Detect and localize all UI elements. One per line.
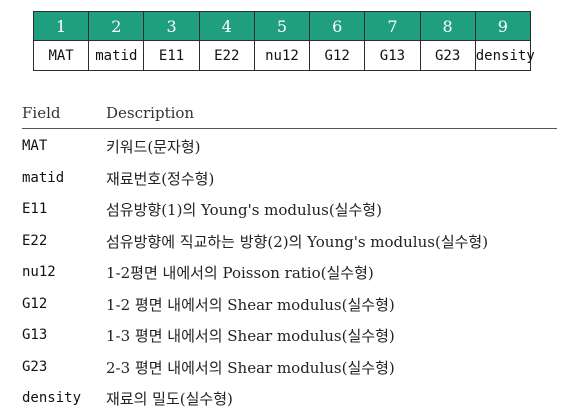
field-number-cell: 8 — [419, 11, 476, 41]
field-number-cell: 7 — [364, 11, 421, 41]
field-description: 재료번호(정수형) — [106, 169, 215, 188]
field-name: MAT — [22, 138, 48, 154]
field-description: 재료의 밀도(실수형) — [106, 390, 233, 408]
field-name-cell: density — [474, 40, 535, 71]
field-name: G12 — [22, 295, 48, 312]
field-name-cell: E22 — [198, 40, 255, 71]
field-name-cell: MAT — [32, 40, 90, 71]
field-description: 섬유방향(1)의 Young's modulus(실수형) — [106, 201, 382, 219]
table-row: matid 재료번호(정수형) — [22, 162, 557, 194]
field-description: 1-2 평면 내에서의 Shear modulus(실수형) — [106, 295, 395, 314]
field-number-row: 1 2 3 4 5 6 7 8 9 — [32, 11, 532, 41]
description-table-header: Field Description — [22, 102, 557, 129]
field-name-cell: nu12 — [253, 40, 311, 71]
field-name-cell: G13 — [364, 40, 421, 71]
field-description: 1-3 평면 내에서의 Shear modulus(실수형) — [106, 327, 395, 345]
field-name: E22 — [22, 232, 48, 249]
field-number-cell: 4 — [198, 11, 255, 41]
field-column-header: Field — [22, 104, 61, 122]
field-number-cell: 9 — [474, 11, 532, 41]
field-name: nu12 — [22, 264, 56, 280]
table-row: nu12 1-2평면 내에서의 Poisson ratio(실수형) — [22, 256, 557, 288]
field-name-row: MAT matid E11 E22 nu12 G12 G13 G23 densi… — [32, 40, 535, 71]
field-description: 2-3 평면 내에서의 Shear modulus(실수형) — [106, 358, 395, 377]
field-name: G13 — [22, 327, 48, 343]
field-name: E11 — [22, 201, 48, 217]
table-row: E22 섬유방향에 직교하는 방향(2)의 Young's modulus(실수… — [22, 225, 557, 257]
field-format-table: 1 2 3 4 5 6 7 8 9 MAT matid E11 E22 nu12… — [32, 11, 535, 71]
table-row: density 재료의 밀도(실수형) — [22, 382, 557, 414]
field-name: G23 — [22, 358, 48, 375]
field-number-cell: 2 — [88, 11, 145, 41]
description-table-body: MAT 키워드(문자형) matid 재료번호(정수형) E11 섬유방향(1)… — [22, 130, 557, 414]
field-number-cell: 5 — [253, 11, 311, 41]
table-row: G13 1-3 평면 내에서의 Shear modulus(실수형) — [22, 319, 557, 351]
field-number-cell: 1 — [32, 11, 90, 41]
field-name-cell: G12 — [309, 40, 366, 71]
table-row: G12 1-2 평면 내에서의 Shear modulus(실수형) — [22, 288, 557, 320]
field-number-cell: 6 — [309, 11, 366, 41]
field-name-cell: E11 — [143, 40, 200, 71]
field-name-cell: matid — [88, 40, 145, 71]
field-name: density — [22, 390, 82, 406]
table-row: E11 섬유방향(1)의 Young's modulus(실수형) — [22, 193, 557, 225]
table-row: MAT 키워드(문자형) — [22, 130, 557, 162]
description-column-header: Description — [106, 104, 195, 122]
table-row: G23 2-3 평면 내에서의 Shear modulus(실수형) — [22, 351, 557, 383]
field-description: 섬유방향에 직교하는 방향(2)의 Young's modulus(실수형) — [106, 232, 489, 251]
field-description: 키워드(문자형) — [106, 138, 201, 156]
field-description: 1-2평면 내에서의 Poisson ratio(실수형) — [106, 264, 374, 282]
field-number-cell: 3 — [143, 11, 200, 41]
field-name-cell: G23 — [419, 40, 476, 71]
field-name: matid — [22, 169, 65, 186]
